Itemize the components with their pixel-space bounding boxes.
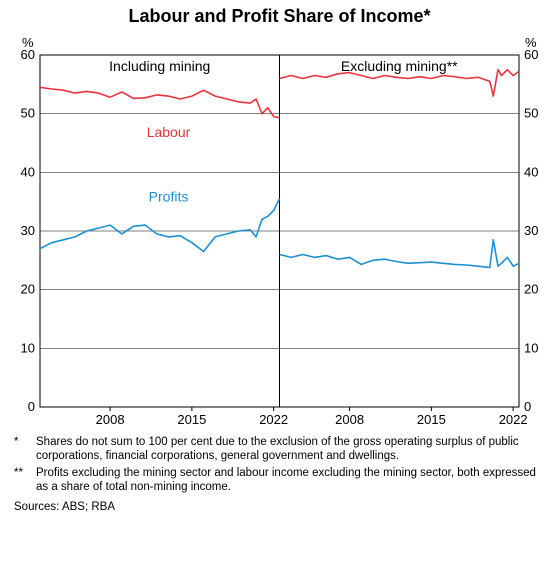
chart-container: Labour and Profit Share of Income* 00101… [0,0,559,521]
svg-text:50: 50 [21,106,35,121]
svg-text:2015: 2015 [417,412,446,427]
svg-text:50: 50 [524,106,538,121]
footnote-text: Profits excluding the mining sector and … [36,466,547,495]
svg-text:Profits: Profits [149,189,189,205]
svg-text:10: 10 [524,340,538,355]
svg-text:0: 0 [28,399,35,414]
svg-text:40: 40 [21,164,35,179]
svg-text:40: 40 [524,164,538,179]
svg-text:2015: 2015 [177,412,206,427]
svg-text:%: % [22,35,34,50]
svg-text:2008: 2008 [335,412,364,427]
svg-text:Including mining: Including mining [109,58,210,74]
svg-text:Excluding mining**: Excluding mining** [341,58,458,74]
svg-text:2022: 2022 [499,412,528,427]
svg-text:10: 10 [21,340,35,355]
svg-text:Labour: Labour [147,124,191,140]
svg-text:20: 20 [21,282,35,297]
footnote-text: Shares do not sum to 100 per cent due to… [36,435,547,464]
sources-line: Sources: ABS; RBA [0,499,559,521]
footnote-symbol: * [14,435,36,464]
svg-text:30: 30 [524,223,538,238]
svg-text:%: % [525,35,537,50]
svg-text:20: 20 [524,282,538,297]
chart-plot: 00101020203030404050506060%%200820152022… [0,29,559,429]
chart-title: Labour and Profit Share of Income* [0,0,559,29]
footnote-symbol: ** [14,466,36,495]
svg-text:2022: 2022 [259,412,288,427]
svg-text:2008: 2008 [96,412,125,427]
footnotes: * Shares do not sum to 100 per cent due … [0,429,559,499]
svg-text:30: 30 [21,223,35,238]
